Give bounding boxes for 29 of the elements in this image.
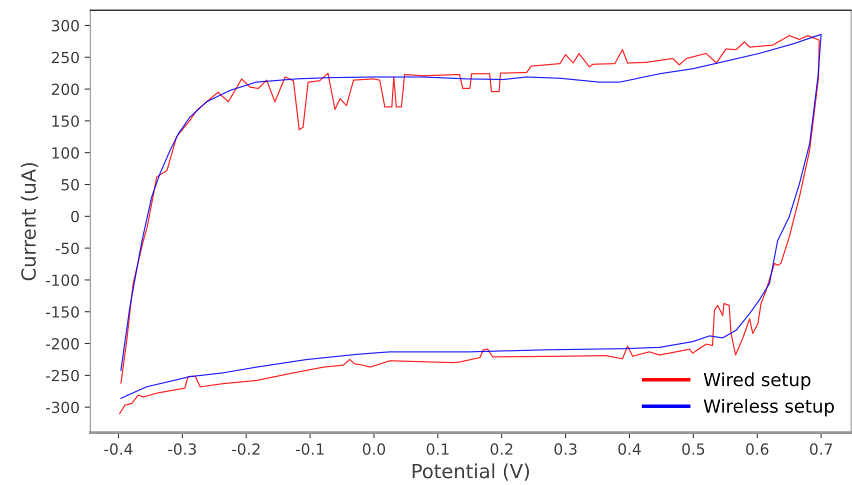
legend-label: Wired setup — [704, 372, 810, 390]
legend-label: Wireless setup — [704, 398, 834, 416]
y-tick-label: 300 — [52, 20, 79, 32]
x-tick-label: 0.6 — [746, 443, 768, 455]
x-axis-title: Potential (V) — [412, 463, 529, 481]
x-tick-label: 0.7 — [810, 443, 832, 455]
x-tick-label: -0.2 — [232, 443, 260, 455]
x-tick-label: -0.1 — [296, 443, 324, 455]
x-tick-label: 0.1 — [426, 443, 449, 455]
x-tick-label: 0.2 — [490, 443, 512, 455]
y-axis-title: Current (uA) — [20, 163, 38, 280]
y-tick-label: 50 — [62, 178, 79, 191]
y-tick-label: 150 — [52, 115, 79, 127]
y-tick-label: -150 — [46, 306, 79, 318]
x-tick-label: 0.5 — [682, 443, 704, 455]
y-tick-label: -100 — [46, 274, 79, 286]
y-tick-label: -50 — [56, 242, 79, 254]
y-tick-label: -250 — [46, 370, 79, 382]
y-tick-label: -200 — [46, 338, 79, 350]
x-tick-label: -0.4 — [104, 443, 132, 455]
y-tick-label: 0 — [71, 210, 79, 222]
y-tick-label: 250 — [52, 52, 79, 64]
x-tick-label: 0.4 — [618, 443, 641, 455]
y-tick-label: 100 — [52, 147, 79, 159]
y-tick-label: 200 — [52, 84, 79, 96]
x-tick-label: 0.0 — [362, 443, 386, 455]
x-tick-label: 0.3 — [554, 443, 577, 455]
x-tick-label: -0.3 — [168, 443, 196, 455]
y-tick-label: -300 — [46, 402, 79, 414]
